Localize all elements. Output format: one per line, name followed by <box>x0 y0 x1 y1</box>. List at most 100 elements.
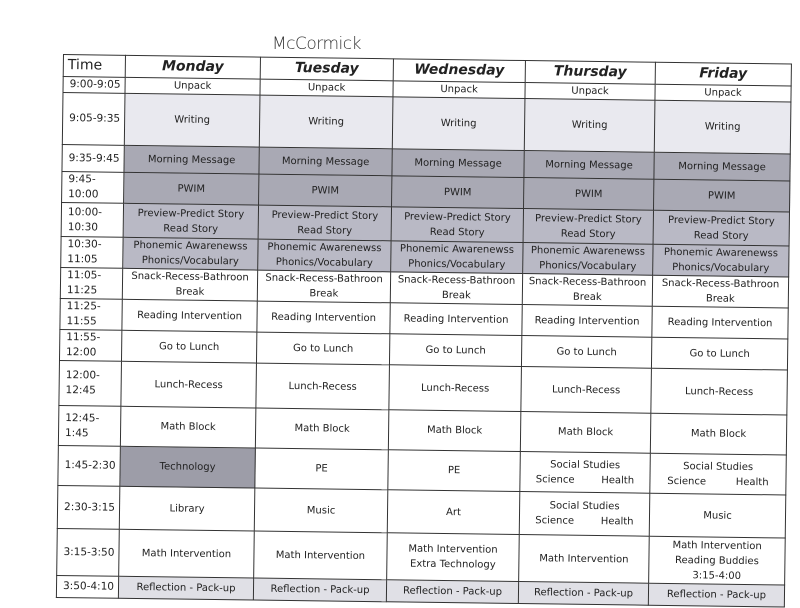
activity-cell: Writing <box>259 95 393 149</box>
activity-label: PE <box>315 463 328 475</box>
activity-cell: Unpack <box>392 80 526 99</box>
activity-label: Break <box>441 289 471 302</box>
activity-cell: PWIM <box>653 179 790 213</box>
activity-label: Writing <box>571 119 608 132</box>
activity-cell: Morning Message <box>653 152 791 182</box>
activity-label: Math Block <box>690 428 747 440</box>
activity-cell: Lunch-Recess <box>388 364 522 412</box>
activity-label: Read Story <box>429 226 485 239</box>
activity-label: Music <box>306 504 336 517</box>
handwritten-teacher-name: McCormick <box>272 34 361 54</box>
activity-label: Phonics/Vocabulary <box>539 260 637 273</box>
activity-label: Preview-Predict Story <box>137 207 245 220</box>
activity-cell: Technology <box>119 446 256 489</box>
schedule-row: 9:05-9:35 Writing Writing Writing Writing Wri… <box>62 92 791 155</box>
activity-cell: Reflection - Pack-up <box>386 579 519 604</box>
activity-label: Preview-Predict Story <box>668 214 775 227</box>
time-slot: 9:45-10:00 <box>61 171 124 204</box>
activity-label: Science <box>535 473 575 486</box>
activity-cell: Morning Message <box>258 147 393 176</box>
activity-cell: Lunch-Recess <box>650 368 788 416</box>
activity-cell: Unpack <box>124 77 261 96</box>
time-slot: 11:55-12:00 <box>59 329 122 362</box>
activity-cell: Go to Lunch <box>389 333 522 367</box>
activity-label: Phonemic Awarenewss <box>663 246 779 260</box>
activity-cell: Math Block <box>255 408 389 450</box>
activity-cell: Preview-Predict Story Read Story <box>523 208 654 245</box>
activity-label: PWIM <box>707 189 736 202</box>
activity-cell: Go to Lunch <box>256 332 390 365</box>
activity-label: 3:15-4:00 <box>692 569 742 582</box>
activity-label: Break <box>175 286 205 298</box>
activity-label: Math Intervention <box>672 539 762 552</box>
activity-cell: Social Studies Science Health <box>519 491 650 537</box>
activity-label: Preview-Predict Story <box>535 212 642 226</box>
activity-label: Phonics/Vocabulary <box>672 261 770 275</box>
activity-cell: Math Block <box>388 409 521 452</box>
activity-cell: Preview-Predict Story Read Story <box>123 203 259 240</box>
activity-label: Health <box>600 516 634 528</box>
time-slot: 9:35-9:45 <box>61 144 125 173</box>
activity-cell: Reflection - Pack-up <box>253 578 387 602</box>
activity-cell: Music <box>254 488 388 533</box>
activity-cell: Phonemic Awarenewss Phonics/Vocabulary <box>522 242 654 276</box>
activity-cell: Math Intervention Extra Technology <box>386 532 520 582</box>
activity-cell: Morning Message <box>523 150 655 180</box>
activity-label: Reflection - Pack-up <box>533 587 634 600</box>
activity-label: Social Studies <box>550 458 621 471</box>
activity-label: Unpack <box>571 85 609 98</box>
activity-label: Snack-Recess-Bathroon <box>131 270 249 284</box>
activity-label: Go to Lunch <box>293 342 354 355</box>
activity-label: Preview-Predict Story <box>271 209 379 222</box>
activity-cell: PWIM <box>523 177 654 211</box>
activity-label: Math Intervention <box>141 547 232 560</box>
activity-label: Math Block <box>557 426 614 439</box>
activity-label: Morning Message <box>147 153 236 166</box>
time-slot: 10:30-11:05 <box>60 236 124 269</box>
activity-cell: Math Block <box>520 411 651 454</box>
activity-label: Reflection - Pack-up <box>666 588 767 602</box>
activity-label: Health <box>601 474 635 487</box>
activity-label: Lunch-Recess <box>420 382 490 395</box>
activity-cell: Reading Intervention <box>651 306 789 340</box>
activity-label: PE <box>447 465 461 477</box>
activity-cell: Lunch-Recess <box>255 363 390 410</box>
activity-label: Reading Intervention <box>403 312 509 326</box>
activity-cell: PWIM <box>258 174 392 207</box>
activity-cell: Reflection - Pack-up <box>118 576 254 601</box>
activity-cell: Math Block <box>650 413 787 456</box>
activity-cell: PE <box>387 449 521 492</box>
activity-cell: Snack-Recess-Bathroon Break <box>122 268 258 302</box>
activity-cell: Writing <box>392 96 525 151</box>
day-header-monday: Monday <box>125 55 261 80</box>
activity-label: Library <box>169 502 205 515</box>
activity-cell: Snack-Recess-Bathroon Break <box>522 273 653 307</box>
time-slot: 9:05-9:35 <box>62 92 125 146</box>
activity-label: Snack-Recess-Bathroon <box>265 272 383 286</box>
activity-cell: Reading Intervention <box>389 302 523 336</box>
activity-label: Math Intervention <box>275 549 366 562</box>
activity-label: Math Block <box>426 424 483 437</box>
day-header-wednesday: Wednesday <box>393 58 526 83</box>
activity-cell: Snack-Recess-Bathroon Break <box>390 271 523 305</box>
activity-label: Morning Message <box>281 155 370 168</box>
activity-label: Reflection - Pack-up <box>270 583 370 597</box>
activity-label: Unpack <box>307 82 346 94</box>
activity-label: Phonics/Vocabulary <box>275 256 373 270</box>
activity-label: Art <box>446 506 462 518</box>
activity-label: Math Block <box>294 423 350 435</box>
activity-label: Phonemic Awarenewss <box>399 243 515 256</box>
activity-cell: Snack-Recess-Bathroon Break <box>257 270 391 303</box>
activity-cell: Social Studies Science Health <box>519 451 651 494</box>
activity-cell: Go to Lunch <box>121 330 257 364</box>
activity-label: Phonemic Awarenewss <box>133 239 248 253</box>
activity-cell: Math Intervention <box>253 531 388 580</box>
activity-cell: Writing <box>654 100 791 155</box>
activity-cell: PE <box>254 448 389 490</box>
activity-label: Writing <box>174 114 211 126</box>
activity-label: Morning Message <box>678 160 766 173</box>
activity-cell: Library <box>119 486 255 532</box>
activity-label: Go to Lunch <box>689 347 750 360</box>
activity-cell: Morning Message <box>123 145 260 175</box>
activity-cell: Unpack <box>654 84 792 103</box>
